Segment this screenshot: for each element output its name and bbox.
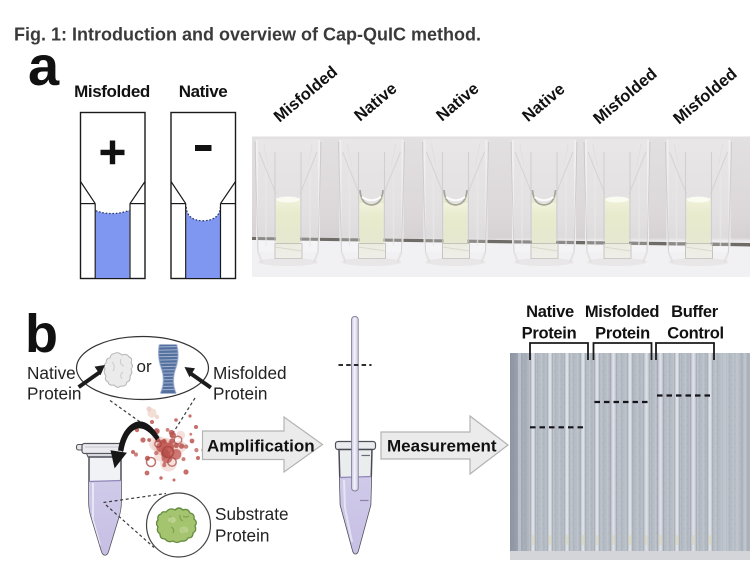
svg-text:a: a — [28, 34, 60, 97]
svg-text:Fig. 1: Introduction and overv: Fig. 1: Introduction and overview of Cap… — [14, 25, 481, 45]
svg-text:Buffer: Buffer — [671, 303, 719, 321]
svg-text:Substrate: Substrate — [215, 504, 289, 524]
svg-text:Native: Native — [351, 79, 401, 125]
svg-text:Protein: Protein — [27, 384, 81, 404]
svg-text:or: or — [137, 357, 152, 376]
svg-text:Native: Native — [433, 79, 483, 125]
svg-text:Protein: Protein — [522, 325, 577, 343]
svg-text:Measurement: Measurement — [387, 437, 497, 456]
svg-text:b: b — [25, 304, 58, 364]
svg-text:Protein: Protein — [595, 325, 650, 343]
svg-text:Misfolded: Misfolded — [213, 363, 287, 383]
svg-text:Misfolded: Misfolded — [590, 65, 661, 128]
svg-text:Protein: Protein — [213, 384, 267, 404]
svg-text:Misfolded: Misfolded — [585, 303, 659, 321]
svg-text:Amplification: Amplification — [207, 437, 315, 456]
svg-text:Native: Native — [519, 80, 569, 126]
svg-text:Protein: Protein — [215, 526, 269, 546]
svg-text:Native: Native — [179, 82, 228, 101]
svg-text:Misfolded: Misfolded — [670, 65, 741, 128]
svg-text:Native: Native — [27, 363, 76, 383]
svg-text:Native: Native — [526, 303, 574, 321]
svg-text:Control: Control — [667, 325, 724, 343]
svg-text:Misfolded: Misfolded — [271, 63, 342, 126]
svg-text:Misfolded: Misfolded — [74, 82, 150, 101]
